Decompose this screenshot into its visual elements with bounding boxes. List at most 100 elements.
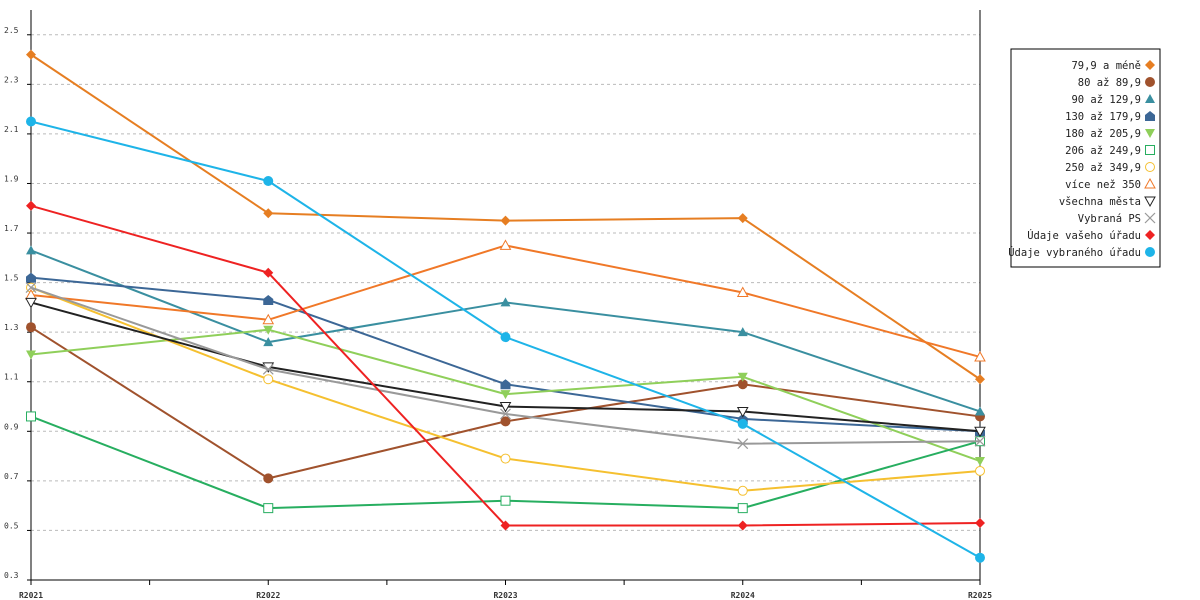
y-tick-label: 2.5 <box>4 26 19 35</box>
data-point <box>263 374 274 385</box>
legend-marker <box>1145 145 1155 155</box>
y-tick-label: 1.5 <box>4 274 19 283</box>
data-point <box>263 325 274 335</box>
legend-label: 180 až 205,9 <box>1065 128 1141 140</box>
data-point <box>499 402 512 413</box>
data-point <box>975 457 985 467</box>
legend-label: Údaje vybraného úřadu <box>1008 246 1141 259</box>
legend-marker <box>1145 247 1155 257</box>
data-point <box>500 379 511 390</box>
series-7 <box>25 239 986 362</box>
x-tick-label: R2021 <box>19 591 43 600</box>
data-point <box>737 213 748 224</box>
y-tick-label: 0.5 <box>4 521 19 530</box>
legend-label: 90 až 129,9 <box>1071 94 1141 106</box>
y-tick-label: 2.1 <box>4 125 19 134</box>
series-6 <box>26 282 985 496</box>
data-point <box>500 390 511 400</box>
data-point <box>500 408 511 420</box>
data-point <box>500 297 511 307</box>
x-axis: R2021 R2022 R2023 R2024 R2025 <box>19 579 992 600</box>
legend-label: více než 350 <box>1065 179 1141 191</box>
legend-box <box>1010 48 1161 268</box>
data-point <box>26 272 36 283</box>
data-point <box>737 372 748 382</box>
y-tick-label: 0.3 <box>4 571 19 580</box>
data-point <box>26 350 36 360</box>
data-point <box>500 495 511 506</box>
legend-item: 250 až 349,9 <box>1065 162 1155 174</box>
data-point <box>263 503 274 514</box>
legend-item: 80 až 89,9 <box>1078 77 1155 89</box>
y-tick-label: 0.9 <box>4 422 19 431</box>
data-point <box>975 518 985 528</box>
legend-marker <box>1144 177 1156 189</box>
marker-stroke <box>25 282 37 293</box>
data-point <box>974 435 986 447</box>
legend-marker <box>1145 60 1155 70</box>
marker-stroke <box>974 435 986 447</box>
y-axis: 0.3 0.5 0.7 0.9 1.1 1.3 1.5 1.7 1.9 2.1 2.3 2.5 <box>4 10 981 581</box>
legend-marker <box>1145 230 1155 240</box>
legend-item: 206 až 249,9 <box>1065 145 1155 157</box>
data-point <box>262 363 274 375</box>
legend-marker <box>1144 196 1156 208</box>
legend: 79,9 a méně 80 až 89,9 90 až 129,9 130 až 1… <box>1008 48 1161 268</box>
data-point <box>975 406 985 416</box>
data-point <box>975 552 985 563</box>
data-point <box>263 294 274 305</box>
data-point <box>263 267 274 278</box>
y-tick-label: 1.9 <box>4 174 19 183</box>
data-point <box>26 322 36 333</box>
data-point <box>500 453 511 464</box>
data-point <box>262 313 275 325</box>
legend-marker <box>1145 77 1155 87</box>
data-point <box>26 245 36 255</box>
data-point <box>975 465 985 476</box>
y-tick-label: 1.7 <box>4 224 19 233</box>
data-point <box>263 473 274 484</box>
legend-item: 180 až 205,9 <box>1065 128 1155 140</box>
legend-item: 90 až 129,9 <box>1071 94 1155 106</box>
data-point <box>263 208 274 219</box>
series-layer <box>25 49 986 563</box>
data-point <box>500 215 511 226</box>
data-point <box>500 416 511 427</box>
legend-label: 130 až 179,9 <box>1065 111 1141 123</box>
marker-stroke <box>1144 212 1156 224</box>
legend-item: 130 až 179,9 <box>1065 111 1155 123</box>
x-tick-label: R2025 <box>968 591 992 600</box>
legend-item: 79,9 a méně <box>1071 60 1155 72</box>
data-point <box>499 239 512 250</box>
data-point <box>737 418 748 429</box>
data-point <box>263 337 274 347</box>
data-point <box>974 350 986 362</box>
data-point <box>736 406 749 418</box>
data-point <box>737 379 748 390</box>
data-point <box>737 438 749 450</box>
legend-label: 79,9 a méně <box>1071 60 1141 72</box>
data-point <box>26 49 36 60</box>
marker-stroke <box>737 438 749 450</box>
legend-item: Údaje vašeho úřadu <box>1027 229 1155 242</box>
data-point <box>500 332 511 343</box>
legend-marker <box>1144 212 1156 224</box>
legend-label: 80 až 89,9 <box>1078 77 1141 89</box>
legend-label: Údaje vašeho úřadu <box>1027 229 1141 242</box>
data-point <box>500 520 511 531</box>
data-point <box>26 200 36 211</box>
x-tick-label: R2022 <box>256 591 280 600</box>
series-4 <box>26 325 985 467</box>
series-8 <box>25 297 986 438</box>
data-point <box>975 374 985 385</box>
data-point <box>737 520 748 531</box>
data-point <box>737 485 748 496</box>
legend-label: Vybraná PS <box>1078 213 1141 225</box>
y-tick-label: 2.3 <box>4 75 19 84</box>
marker-stroke <box>262 363 274 375</box>
series-10 <box>26 200 985 531</box>
series-1 <box>26 322 985 484</box>
data-point <box>26 116 36 127</box>
data-point <box>736 286 749 298</box>
data-point <box>263 176 274 186</box>
